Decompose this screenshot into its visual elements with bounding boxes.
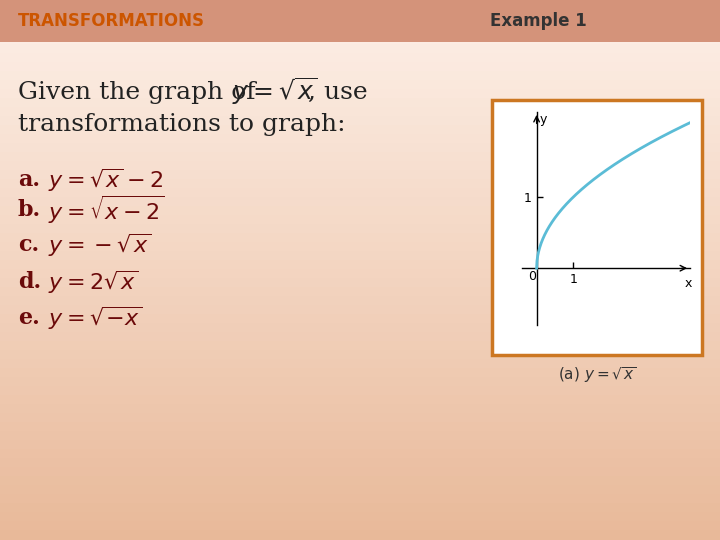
Bar xyxy=(0,260,720,270)
Text: (a) $y = \sqrt{x}$: (a) $y = \sqrt{x}$ xyxy=(558,365,636,385)
Text: Example 1: Example 1 xyxy=(490,12,587,30)
Bar xyxy=(0,107,720,117)
Bar xyxy=(0,17,720,27)
Bar xyxy=(0,53,720,63)
Text: $y = \sqrt{-x}$: $y = \sqrt{-x}$ xyxy=(48,305,143,332)
Bar xyxy=(0,359,720,369)
Bar xyxy=(0,467,720,477)
Text: , use: , use xyxy=(300,80,368,104)
Bar xyxy=(0,35,720,45)
Bar xyxy=(0,296,720,306)
Bar xyxy=(0,152,720,162)
Bar xyxy=(0,197,720,207)
Bar xyxy=(0,8,720,18)
Bar xyxy=(0,386,720,396)
Text: e.: e. xyxy=(18,307,40,329)
Text: d.: d. xyxy=(18,271,41,293)
Bar xyxy=(0,278,720,288)
Bar xyxy=(0,458,720,468)
Bar xyxy=(0,431,720,441)
Bar xyxy=(0,98,720,108)
Text: TRANSFORMATIONS: TRANSFORMATIONS xyxy=(18,12,205,30)
Bar xyxy=(0,332,720,342)
Bar xyxy=(0,395,720,405)
Bar xyxy=(0,80,720,90)
Bar xyxy=(0,233,720,243)
Bar xyxy=(0,0,720,42)
Text: $y = -\sqrt{x}$: $y = -\sqrt{x}$ xyxy=(48,231,151,259)
Text: a.: a. xyxy=(18,169,40,191)
Text: y: y xyxy=(539,113,547,126)
Bar xyxy=(0,251,720,261)
Bar xyxy=(492,100,702,355)
Bar xyxy=(0,314,720,324)
Bar xyxy=(0,305,720,315)
Bar xyxy=(0,125,720,135)
Bar xyxy=(0,494,720,504)
Bar xyxy=(0,422,720,432)
Bar xyxy=(0,71,720,81)
Bar xyxy=(0,269,720,279)
Text: b.: b. xyxy=(18,199,41,221)
Bar xyxy=(0,116,720,126)
Bar xyxy=(0,377,720,387)
Bar xyxy=(0,440,720,450)
Bar xyxy=(0,89,720,99)
Bar xyxy=(0,44,720,54)
Bar xyxy=(0,0,720,9)
Bar xyxy=(0,287,720,297)
Bar xyxy=(0,521,720,531)
Bar xyxy=(0,215,720,225)
Bar xyxy=(0,206,720,216)
Text: Given the graph of: Given the graph of xyxy=(18,80,256,104)
Bar xyxy=(0,26,720,36)
Bar xyxy=(0,179,720,189)
Text: $y = \sqrt{x} - 2$: $y = \sqrt{x} - 2$ xyxy=(48,166,163,194)
Text: 0: 0 xyxy=(528,270,536,283)
Bar xyxy=(0,161,720,171)
Text: transformations to graph:: transformations to graph: xyxy=(18,113,346,137)
Bar xyxy=(0,476,720,486)
Text: c.: c. xyxy=(18,234,39,256)
Bar xyxy=(0,512,720,522)
Bar xyxy=(0,134,720,144)
Bar xyxy=(0,503,720,513)
Bar xyxy=(0,170,720,180)
Bar xyxy=(0,530,720,540)
Text: x: x xyxy=(685,276,692,290)
Text: $y = \sqrt{x-2}$: $y = \sqrt{x-2}$ xyxy=(48,194,164,226)
Bar xyxy=(0,62,720,72)
Bar xyxy=(0,188,720,198)
Bar xyxy=(0,485,720,495)
Bar xyxy=(0,242,720,252)
Text: $y = \sqrt{x}$: $y = \sqrt{x}$ xyxy=(232,75,317,107)
Bar xyxy=(0,368,720,378)
Bar xyxy=(0,143,720,153)
Bar xyxy=(0,413,720,423)
Bar xyxy=(0,224,720,234)
Bar xyxy=(0,341,720,351)
Bar xyxy=(0,404,720,414)
Bar xyxy=(0,350,720,360)
Bar xyxy=(0,323,720,333)
Text: $y = 2\sqrt{x}$: $y = 2\sqrt{x}$ xyxy=(48,268,138,296)
Bar xyxy=(0,449,720,459)
